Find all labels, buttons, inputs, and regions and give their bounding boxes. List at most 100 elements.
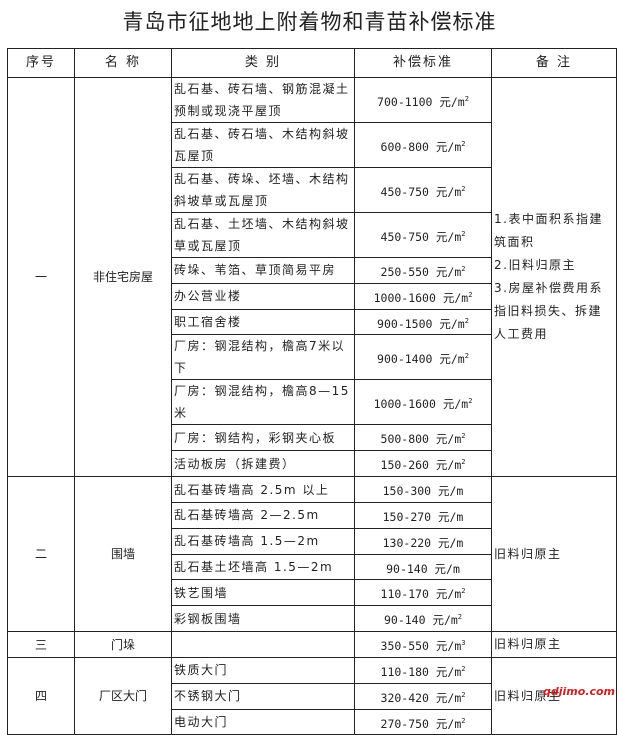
table-row: 四厂区大门 铁质大门 110-180 元/m2 旧料归原主: [7, 656, 617, 735]
category-cell: 职工宿舍楼: [171, 308, 355, 336]
price-cell: 900-1400 元/m2: [354, 334, 492, 381]
price-unit-exponent: 2: [461, 229, 466, 238]
category-cell: 活动板房（拆建费）: [171, 450, 355, 478]
price-cell: 320-420 元/m2: [354, 682, 492, 710]
price-value: 90-140 元/m: [386, 561, 460, 576]
table-row: 一非住宅房屋 乱石基、砖石墙、钢筋混凝土预制或现浇平屋顶 700-1100 元/m2…: [7, 76, 617, 478]
category-cell: 乱石基砖墙高 2—2.5m: [171, 501, 355, 529]
table-row: 彩钢板围墙 90-140 元/m2: [8, 605, 617, 633]
price-unit-exponent: 2: [464, 316, 469, 325]
note-cell: 旧料归原主: [491, 476, 617, 633]
price-value: 350-550 元/m: [380, 638, 462, 653]
table-row: 活动板房（拆建费） 150-260 元/m2: [8, 450, 617, 478]
watermark-logo: qdjimo.com: [542, 685, 615, 698]
price-unit-exponent: 2: [461, 139, 466, 148]
category-cell: 砖垛、苇箔、草顶简易平房: [171, 257, 355, 284]
price-unit-exponent: 2: [461, 184, 466, 193]
header-name: 名 称: [74, 48, 172, 78]
row-name: 围墙: [74, 476, 172, 633]
price-cell: 130-220 元/m: [354, 527, 492, 555]
price-unit-exponent: 2: [461, 458, 466, 467]
row-number: 三: [7, 631, 75, 658]
price-unit-exponent: 2: [461, 716, 466, 725]
category-cell: 乱石基、砖石墙、木结构斜坡瓦屋顶: [171, 122, 355, 168]
category-cell: 彩钢板围墙: [171, 605, 355, 633]
price-cell: 700-1100 元/m2: [354, 77, 492, 123]
table-row: 砖垛、苇箔、草顶简易平房 250-550 元/m2: [8, 257, 617, 284]
price-cell: 250-550 元/m2: [354, 257, 492, 284]
category-cell: 厂房：钢混结构，檐高7米以下: [171, 334, 355, 381]
price-value: 900-1500 元/m: [377, 316, 465, 331]
header-standard: 补偿标准: [354, 48, 492, 78]
price-unit-exponent: 2: [468, 290, 473, 299]
price-unit-exponent: 2: [461, 690, 466, 699]
category-cell: 乱石基、砖垛、坯墙、木结构斜坡草或瓦屋顶: [171, 167, 355, 213]
category-cell: [171, 631, 355, 658]
row-name: 厂区大门: [74, 656, 172, 735]
compensation-table: 序号 名 称 类 别 补偿标准 备 注 一非住宅房屋 乱石基、砖石墙、钢筋混凝土预…: [7, 48, 617, 735]
category-cell: 乱石基、砖石墙、钢筋混凝土预制或现浇平屋顶: [171, 77, 355, 123]
table-row: 厂房：钢混结构，檐高8—15米 1000-1600 元/m2: [8, 379, 617, 426]
table-row: 乱石基、砖石墙、木结构斜坡瓦屋顶 600-800 元/m2: [8, 122, 617, 168]
price-cell: 1000-1600 元/m2: [354, 282, 492, 310]
price-unit-exponent: 2: [461, 265, 466, 273]
category-cell: 办公营业楼: [171, 282, 355, 310]
price-value: 110-170 元/m: [380, 587, 462, 602]
price-value: 500-800 元/m: [380, 432, 462, 447]
price-value: 130-220 元/m: [382, 535, 464, 550]
price-value: 600-800 元/m: [380, 139, 462, 154]
price-unit-exponent: 2: [457, 613, 463, 622]
price-cell: 90-140 元/m: [354, 553, 492, 581]
price-value: 1000-1600 元/m: [373, 290, 469, 305]
price-cell: 90-140 元/m2: [354, 605, 492, 633]
price-cell: 450-750 元/m2: [354, 167, 492, 213]
category-cell: 铁质大门: [171, 656, 355, 684]
row-number: 二: [7, 476, 75, 633]
price-value: 150-260 元/m: [380, 458, 462, 473]
price-value: 700-1100 元/m: [377, 94, 465, 109]
price-cell: 450-750 元/m2: [354, 212, 492, 258]
price-cell: 150-300 元/m: [354, 476, 492, 503]
price-cell: 350-550 元/m3: [354, 631, 492, 658]
note-cell: 1.表中面积系指建筑面积 2.旧料归原主 3.房屋补偿费用系指旧料损失、拆建人工…: [491, 76, 617, 478]
category-cell: 乱石基土坯墙高 1.5—2m: [171, 553, 355, 581]
category-cell: 不锈钢大门: [171, 682, 355, 710]
price-unit-exponent: 3: [461, 639, 466, 648]
price-cell: 1000-1600 元/m2: [354, 379, 492, 426]
price-cell: 150-260 元/m2: [354, 450, 492, 478]
price-cell: 270-750 元/m2: [354, 708, 492, 735]
category-cell: 电动大门: [171, 708, 355, 735]
table-row: 厂房：钢结构，彩钢夹心板 500-800 元/m2: [8, 424, 617, 452]
category-cell: 乱石基砖墙高 2.5m 以上: [171, 476, 355, 503]
header-no: 序号: [7, 48, 75, 78]
note-cell: 旧料归原主: [491, 631, 617, 658]
category-cell: 厂房：钢混结构，檐高8—15米: [171, 379, 355, 426]
category-cell: 铁艺围墙: [171, 579, 355, 607]
price-value: 150-300 元/m: [382, 483, 464, 498]
price-value: 250-550 元/m: [380, 264, 462, 279]
header-row: 序号 名 称 类 别 补偿标准 备 注: [7, 48, 617, 78]
table-row: 乱石基、土坯墙、木结构斜坡草或瓦屋顶 450-750 元/m2: [8, 212, 617, 258]
price-value: 320-420 元/m: [380, 690, 462, 705]
price-cell: 110-170 元/m2: [354, 579, 492, 607]
price-cell: 150-270 元/m: [354, 501, 492, 529]
table-row: 办公营业楼 1000-1600 元/m2: [8, 282, 617, 310]
row-name: 非住宅房屋: [74, 76, 172, 478]
price-value: 150-270 元/m: [382, 509, 464, 524]
price-cell: 500-800 元/m2: [354, 424, 492, 452]
category-cell: 乱石基、土坯墙、木结构斜坡草或瓦屋顶: [171, 212, 355, 258]
category-cell: 乱石基砖墙高 1.5—2m: [171, 527, 355, 555]
price-value: 270-750 元/m: [380, 716, 462, 731]
table-row: 二围墙 乱石基砖墙高 2.5m 以上 150-300 元/m 旧料归原主: [7, 476, 617, 633]
price-value: 110-180 元/m: [380, 664, 462, 679]
header-category: 类 别: [171, 48, 355, 78]
header-note: 备 注: [491, 48, 617, 78]
price-value: 900-1400 元/m: [377, 351, 465, 366]
price-unit-exponent: 2: [461, 432, 466, 441]
table-row: 三门垛 350-550 元/m3 旧料归原主: [7, 631, 617, 658]
table-row: 职工宿舍楼 900-1500 元/m2: [8, 308, 617, 336]
price-value: 450-750 元/m: [380, 184, 462, 199]
price-cell: 600-800 元/m2: [354, 122, 492, 168]
page-title: 青岛市征地地上附着物和青苗补偿标准: [122, 10, 497, 34]
row-number: 四: [7, 656, 75, 735]
